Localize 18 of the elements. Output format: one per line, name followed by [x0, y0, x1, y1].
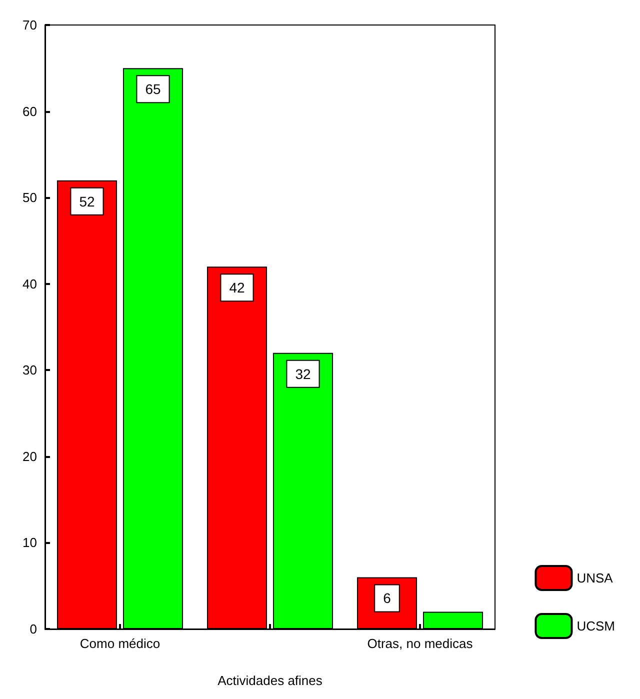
data-label: 6	[383, 590, 392, 606]
y-tick-label: 30	[22, 362, 37, 378]
data-label: 42	[229, 280, 245, 296]
y-tick-label: 70	[22, 18, 37, 32]
legend-label: UCSM	[576, 618, 616, 634]
x-axis-title: Actividades afines	[218, 673, 323, 688]
data-label: 32	[295, 366, 311, 382]
data-label: 52	[79, 193, 95, 210]
y-tick-label: 20	[22, 448, 37, 464]
x-tick-label: Otras, no medicas	[367, 636, 474, 651]
y-tick-label: 50	[22, 190, 37, 206]
x-tick-label: Como médico	[80, 636, 160, 651]
data-label: 65	[145, 81, 161, 98]
legend-label: UNSA	[576, 570, 614, 586]
y-tick-label: 40	[22, 276, 37, 292]
y-tick-label: 60	[22, 104, 37, 119]
y-tick-label: 10	[22, 535, 37, 550]
y-tick-label: 0	[30, 622, 37, 636]
